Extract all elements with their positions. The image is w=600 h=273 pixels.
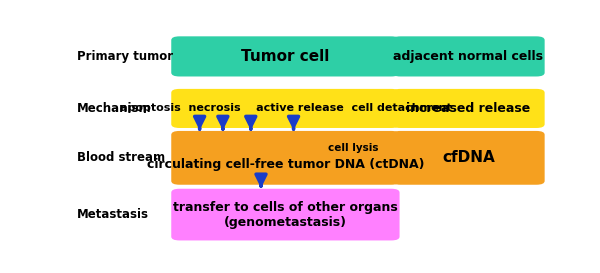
Text: transfer to cells of other organs
(genometastasis): transfer to cells of other organs (genom… [173,201,398,229]
Text: circulating cell-free tumor DNA (ctDNA): circulating cell-free tumor DNA (ctDNA) [146,158,424,171]
FancyBboxPatch shape [392,89,545,128]
Text: Mechanism: Mechanism [77,102,152,115]
Text: apoptosis  necrosis    active release  cell detachment: apoptosis necrosis active release cell d… [119,103,451,114]
FancyBboxPatch shape [392,36,545,76]
Text: adjacent normal cells: adjacent normal cells [394,50,544,63]
Text: cfDNA: cfDNA [442,150,495,165]
Text: Primary tumor: Primary tumor [77,50,173,63]
Text: Blood stream: Blood stream [77,151,166,164]
FancyBboxPatch shape [392,131,545,185]
FancyBboxPatch shape [171,189,400,241]
FancyBboxPatch shape [171,89,400,128]
FancyBboxPatch shape [171,36,400,76]
Text: Tumor cell: Tumor cell [241,49,329,64]
Text: Metastasis: Metastasis [77,208,149,221]
Text: increased release: increased release [406,102,530,115]
FancyBboxPatch shape [171,131,400,185]
Text: cell lysis: cell lysis [328,143,379,153]
